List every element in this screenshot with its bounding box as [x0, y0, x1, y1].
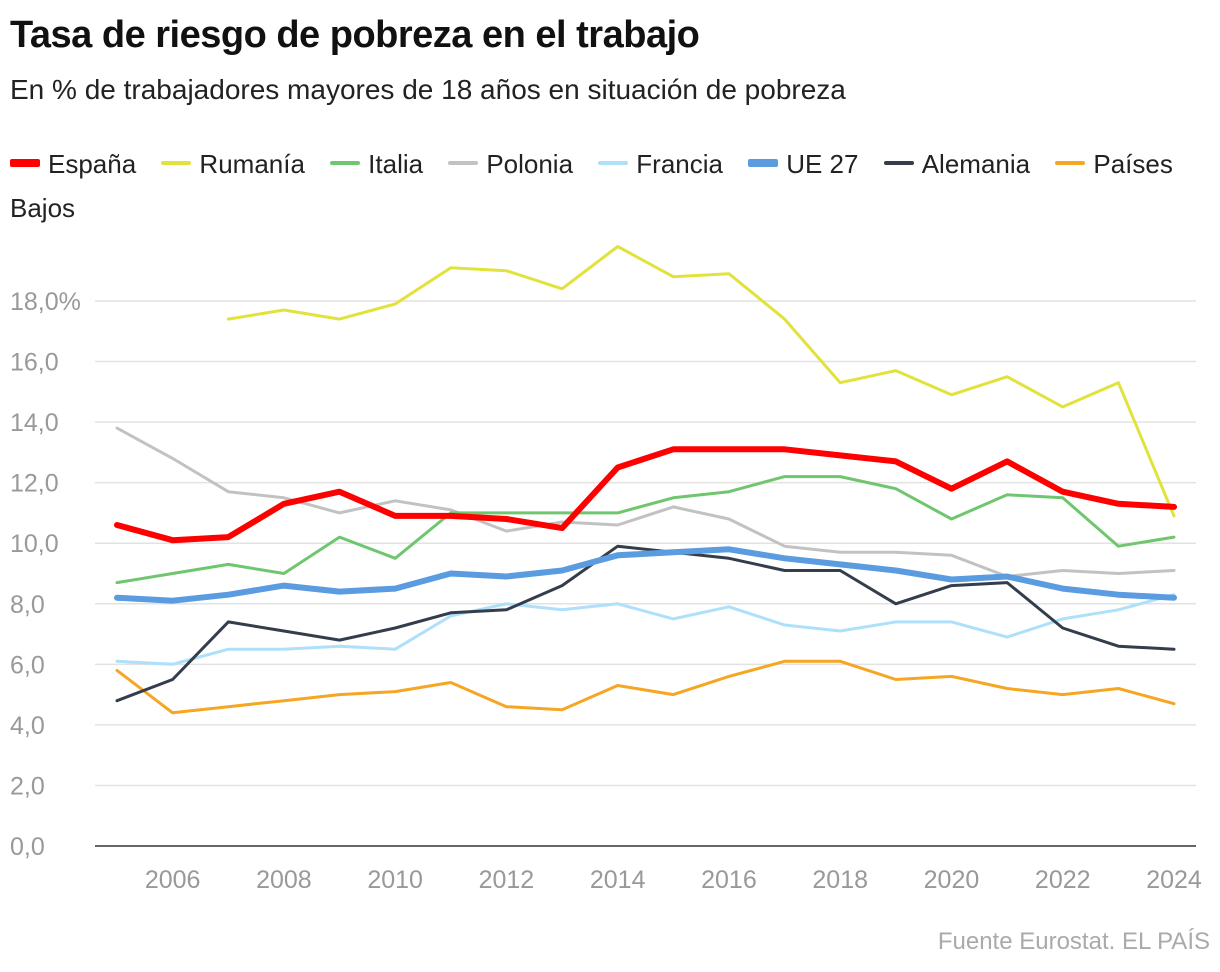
- x-tick-label: 2016: [701, 866, 757, 894]
- legend-item: Rumanía: [161, 149, 305, 179]
- legend-swatch: [748, 159, 779, 168]
- y-tick-label: 14,0: [10, 409, 59, 437]
- legend-swatch: [598, 161, 629, 166]
- y-tick-label: 0,0: [10, 833, 45, 861]
- legend-label: Países Bajos: [10, 149, 1173, 223]
- y-tick-label: 18,0%: [10, 288, 81, 316]
- legend-label: Francia: [636, 149, 723, 179]
- x-tick-label: 2022: [1035, 866, 1091, 894]
- y-tick-label: 8,0: [10, 591, 45, 619]
- y-tick-label: 6,0: [10, 651, 45, 679]
- series-line-países-bajos: [115, 659, 1176, 715]
- y-tick-label: 16,0: [10, 349, 59, 377]
- series-line-italia: [115, 475, 1176, 585]
- x-tick-label: 2008: [256, 866, 312, 894]
- legend-label: Polonia: [486, 149, 574, 179]
- legend-label: Rumanía: [199, 149, 305, 179]
- x-tick-label: 2018: [812, 866, 868, 894]
- legend-item: Francia: [598, 149, 723, 179]
- series-line-rumanía: [226, 245, 1176, 518]
- legend-swatch: [10, 159, 40, 168]
- series-line-francia: [115, 593, 1176, 666]
- legend-item: Italia: [330, 149, 423, 179]
- legend: España Rumanía Italia Polonia Francia UE…: [10, 142, 1210, 230]
- x-tick-label: 2010: [367, 866, 423, 894]
- x-tick-label: 2020: [924, 866, 980, 894]
- legend-swatch: [448, 161, 479, 166]
- x-tick-label: 2024: [1146, 866, 1202, 894]
- series-line-ue-27: [114, 546, 1177, 604]
- series-line-españa: [114, 446, 1177, 544]
- legend-item: Países Bajos: [10, 149, 1173, 223]
- legend-label: UE 27: [786, 149, 859, 179]
- legend-item: Polonia: [448, 149, 573, 179]
- legend-item: UE 27: [748, 149, 858, 179]
- y-tick-label: 12,0: [10, 470, 59, 498]
- source-note: Fuente Eurostat. EL PAÍS: [937, 928, 1210, 955]
- x-tick-label: 2012: [479, 866, 535, 894]
- chart-title: Tasa de riesgo de pobreza en el trabajo: [10, 14, 700, 56]
- legend-swatch: [161, 161, 192, 166]
- legend-item: España: [10, 149, 136, 179]
- legend-swatch: [883, 161, 914, 166]
- y-tick-label: 4,0: [10, 712, 45, 740]
- legend-item: Alemania: [883, 149, 1031, 179]
- legend-swatch: [330, 161, 361, 166]
- y-tick-label: 2,0: [10, 772, 45, 800]
- legend-swatch: [1055, 161, 1086, 166]
- chart-subtitle: En % de trabajadores mayores de 18 años …: [10, 74, 846, 105]
- x-tick-label: 2006: [145, 866, 201, 894]
- series-line-alemania: [115, 544, 1176, 703]
- legend-label: Alemania: [921, 149, 1031, 179]
- legend-label: España: [48, 149, 137, 179]
- legend-label: Italia: [368, 149, 424, 179]
- y-tick-label: 10,0: [10, 530, 59, 558]
- x-tick-label: 2014: [590, 866, 646, 894]
